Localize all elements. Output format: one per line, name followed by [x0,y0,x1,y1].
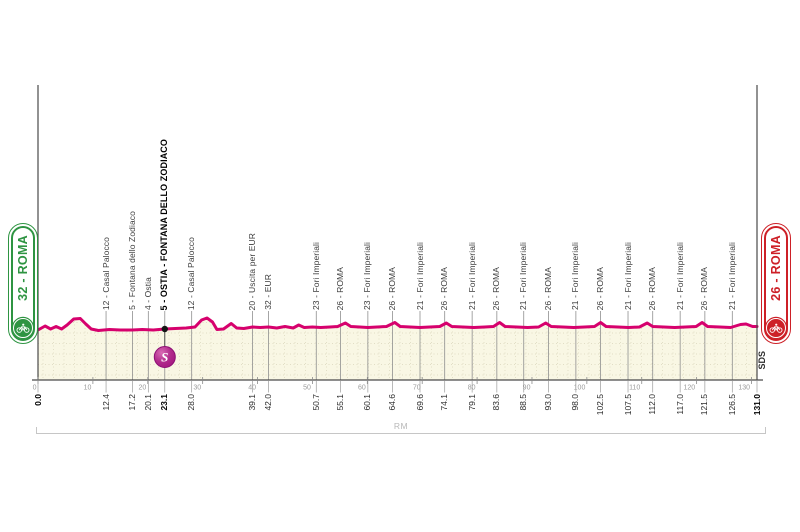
finish-badge-label: 26 - ROMA [769,235,783,301]
km-tick-label: 55.1 [334,394,345,411]
km-tick-label: 42.0 [263,394,274,411]
sprint-marker [153,346,176,368]
x-axis-tick-label: 30 [193,385,201,392]
waypoint-label: 12 - Casal Palocco [186,236,197,310]
km-tick-label: 12.4 [100,394,111,411]
km-tick-label: 117.0 [674,394,685,415]
km-tick-label: 112.0 [647,394,658,415]
x-axis-tick-label: 80 [468,385,476,392]
start-badge: 32 - ROMA [8,223,38,344]
km-tick-label: 131.0 [751,394,762,416]
km-tick-label: 93.0 [542,394,553,411]
cyclist-icon [766,318,786,338]
x-axis-tick-label: 100 [574,385,586,392]
waypoint-label: 21 - Fori Imperiali [674,241,685,310]
waypoint-label: 26 - ROMA [334,266,345,310]
waypoint-label: 26 - ROMA [699,266,710,310]
x-axis-tick-label: 110 [629,385,640,392]
km-tick-label: 23.1 [159,394,170,411]
x-axis-tick-label: 40 [248,385,256,392]
waypoint-label: 32 - EUR [263,274,274,310]
sprint-point-dot [161,325,168,333]
start-badge-label: 32 - ROMA [16,235,30,301]
km-tick-label: 28.0 [186,394,197,411]
km-tick-label: 83.6 [491,394,502,411]
x-axis-tick-label: 10 [84,385,92,392]
km-tick-label: 126.5 [726,394,737,416]
waypoint-label: 26 - ROMA [439,266,450,310]
x-axis-tick-label: 20 [138,385,146,392]
km-tick-label: 98.0 [570,394,581,411]
x-axis-tick-label: 50 [303,385,311,392]
km-tick-label: 17.2 [126,394,137,411]
waypoint-label: 21 - Fori Imperiali [570,241,581,310]
waypoint-label: 23 - Fori Imperiali [362,241,373,310]
region-bracket: RM [36,422,766,434]
x-axis-tick-label: 0 [33,385,37,392]
waypoint-label: 26 - ROMA [647,266,658,310]
cyclist-icon [13,318,33,338]
km-tick-label: 74.1 [439,394,450,411]
km-tick-label: 20.1 [142,394,153,411]
km-tick-label: 60.1 [362,394,373,411]
profile-line [36,316,759,332]
km-tick-label: 39.1 [247,394,258,411]
sprint-marker-letter: S [161,350,168,365]
km-tick-label: 0.0 [32,394,43,406]
x-axis-tick-label: 60 [358,385,366,392]
km-tick-label: 79.1 [466,394,477,411]
waypoint-label: 21 - Fori Imperiali [414,241,425,310]
finish-badge-inner: 26 - ROMA [764,226,788,341]
waypoint-label: 12 - Casal Palocco [100,236,111,310]
x-axis-tick-label: 90 [523,385,531,392]
km-tick-label: 88.5 [518,394,529,411]
waypoint-label: 4 - Ostia [142,276,153,310]
x-axis-tick-label: 70 [413,385,421,392]
x-axis-tick-label: 130 [738,385,750,392]
km-tick-label: 50.7 [310,394,321,411]
designer-watermark: SDS [757,351,767,370]
km-tick-label: 102.5 [595,394,606,416]
profile-area-fill [38,318,757,380]
waypoint-label: 21 - Fori Imperiali [726,241,737,310]
finish-badge: 26 - ROMA [761,223,791,344]
waypoint-label: 20 - Uscita per EUR [247,232,258,310]
start-badge-inner: 32 - ROMA [11,226,35,341]
waypoint-label: 26 - ROMA [491,266,502,310]
waypoint-label: 5 - Fontana dello Zodiaco [126,211,137,310]
km-tick-label: 121.5 [699,394,710,416]
waypoint-label: 26 - ROMA [387,266,398,310]
waypoint-label: 21 - Fori Imperiali [466,241,477,310]
waypoint-label: 26 - ROMA [595,266,606,310]
waypoint-label: 26 - ROMA [542,266,553,310]
km-tick-label: 107.5 [622,394,633,416]
km-tick-label: 64.6 [387,394,398,411]
waypoint-label: 23 - Fori Imperiali [310,241,321,310]
waypoint-label-sprint: 5 - OSTIA - FONTANA DELLO ZODIACO [159,138,170,310]
waypoint-label: 21 - Fori Imperiali [622,241,633,310]
km-tick-label: 69.6 [414,394,425,411]
x-axis-tick-label: 120 [683,385,695,392]
waypoint-label: 21 - Fori Imperiali [518,241,529,310]
region-bracket-label: RM [390,422,412,431]
